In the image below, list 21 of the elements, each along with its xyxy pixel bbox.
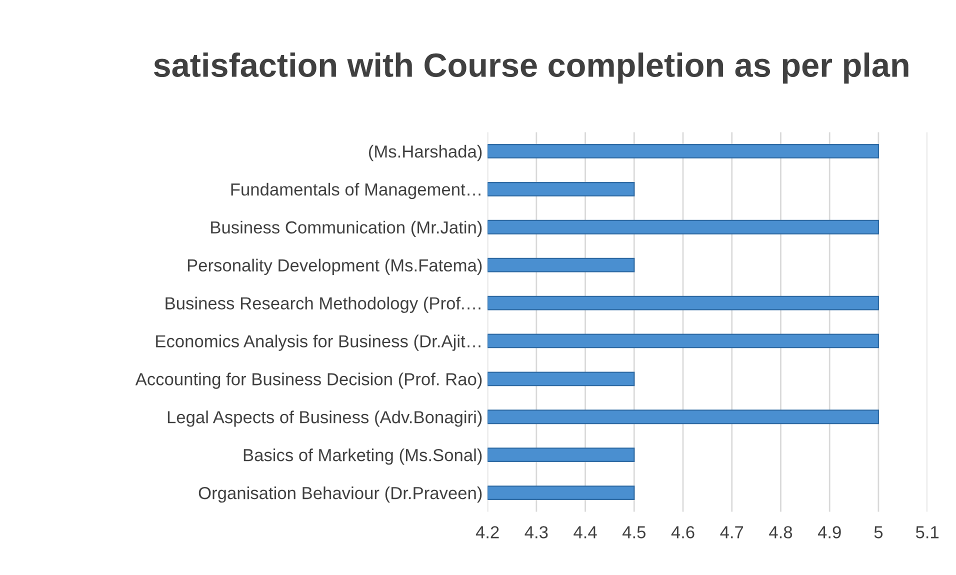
x-tick-label: 4.8 bbox=[769, 526, 792, 538]
y-tick-label: (Ms.Harshada) bbox=[368, 144, 482, 162]
x-tick-label: 5.1 bbox=[916, 526, 939, 538]
x-tick-label: 4.6 bbox=[671, 526, 694, 538]
y-tick-label: Basics of Marketing (Ms.Sonal) bbox=[244, 448, 482, 465]
y-tick-label: Fundamentals of Management… bbox=[231, 182, 480, 200]
x-tick-label: 4.3 bbox=[524, 526, 548, 538]
x-tick-label: 4.4 bbox=[574, 526, 597, 538]
chart-title: satisfaction with Course completion as per plan bbox=[154, 52, 908, 84]
x-tick-label: 4.7 bbox=[720, 526, 744, 538]
y-tick-label: Personality Development (Ms.Fatema) bbox=[188, 258, 482, 275]
y-tick-label: Organisation Behaviour (Dr.Praveen) bbox=[198, 486, 482, 503]
y-tick-label: Legal Aspects of Business (Adv.Bonagiri) bbox=[168, 410, 482, 427]
y-tick-label: Business Communication (Mr.Jatin) bbox=[211, 220, 482, 238]
x-tick-label: 5 bbox=[874, 526, 883, 538]
y-tick-label: Business Research Methodology (Prof.… bbox=[166, 296, 480, 313]
x-tick-label: 4.2 bbox=[476, 526, 499, 538]
x-tick-label: 4.5 bbox=[622, 526, 646, 538]
y-tick-label: Economics Analysis for Business (Dr.Ajit… bbox=[156, 334, 480, 351]
y-tick-label: Accounting for Business Decision (Prof. Rao) bbox=[135, 372, 482, 389]
x-tick-label: 4.9 bbox=[818, 526, 841, 538]
